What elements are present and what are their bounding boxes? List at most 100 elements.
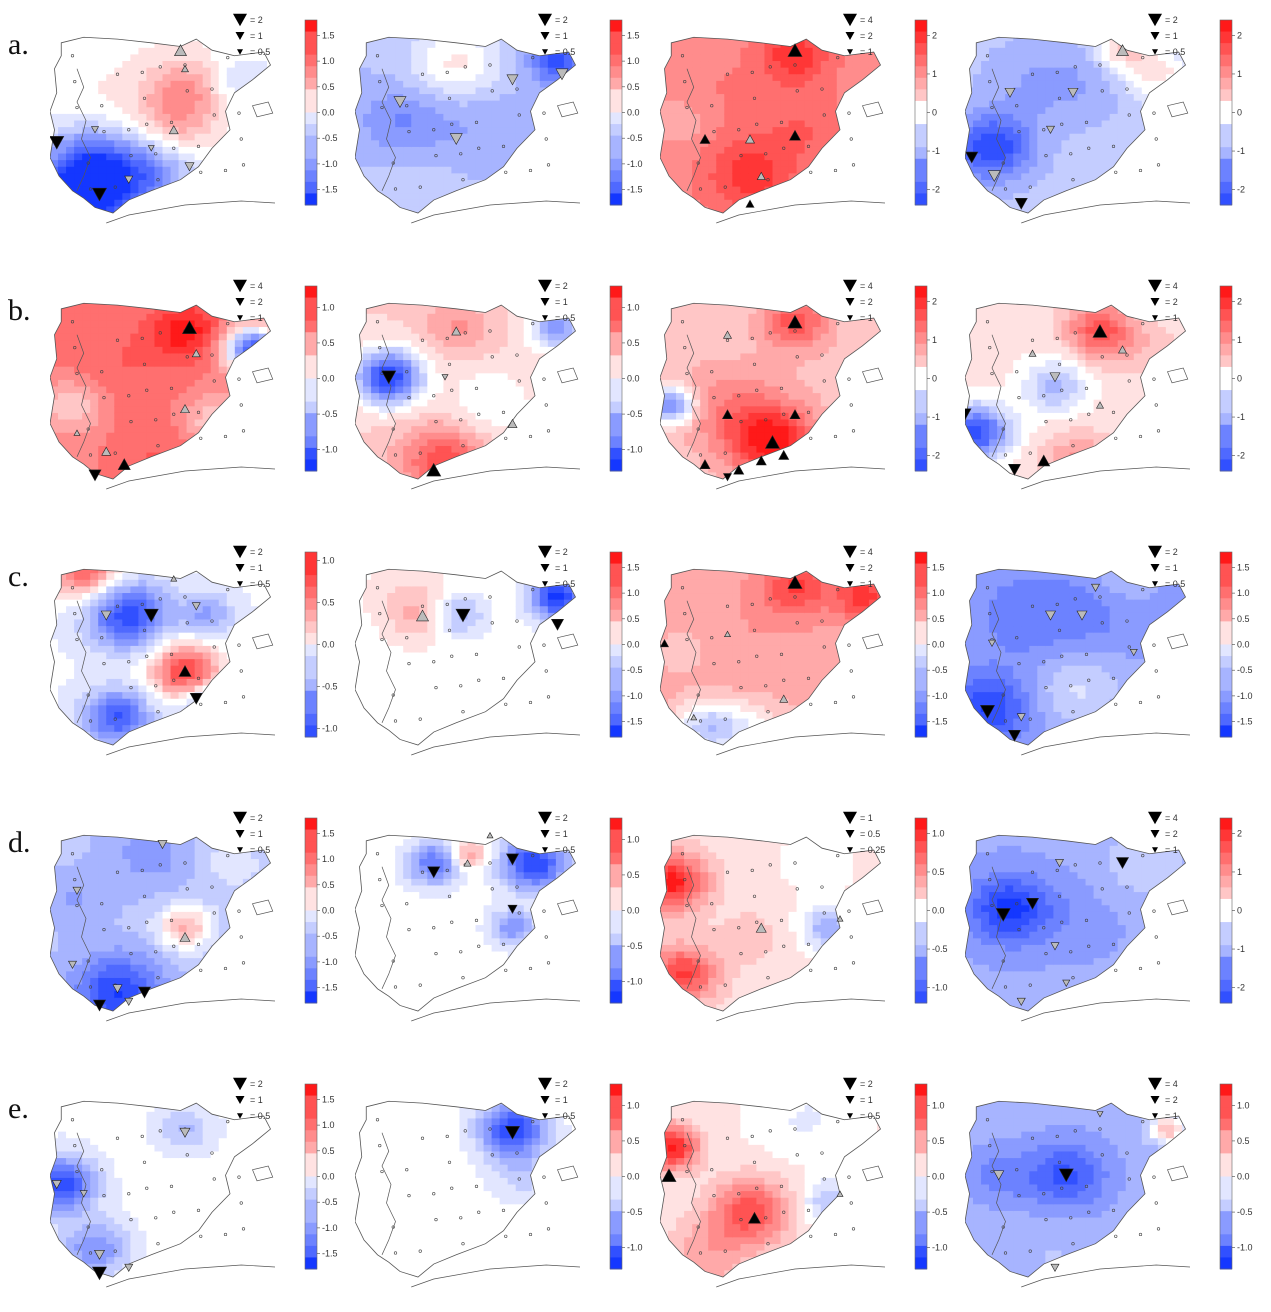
africa-coast [716,999,885,1021]
colorbar-band [1220,367,1232,379]
legend-label: = 2 [1165,1095,1178,1105]
colorbar-band [1220,864,1232,876]
colorbar-band [1220,355,1232,367]
colorbar-band [915,459,927,471]
colorbar-band [915,390,927,402]
colorbar-band [610,864,622,876]
station-dot [224,435,227,438]
colorbar-band [305,968,317,980]
colorbar-band [610,957,622,969]
legend-label: = 2 [250,297,263,307]
colorbar-band [915,89,927,101]
colorbar-band [610,1107,622,1119]
colorbar-band [915,159,927,171]
legend-label: = 2 [250,813,263,823]
legend-label: = 0.5 [860,1111,880,1121]
station-dot [834,169,837,172]
colorbar-band [1220,887,1232,899]
legend-label: = 0.5 [555,47,575,57]
colorbar-band [915,1084,927,1096]
colorbar-band [610,1211,622,1223]
contour-field [355,1092,581,1278]
colorbar-band [610,355,622,367]
balearic-island [1168,1166,1188,1181]
colorbar-band [305,332,317,344]
colorbar-band [610,113,622,125]
colorbar-band [305,702,317,714]
colorbar-tick-label: 0.0 [322,906,335,916]
colorbar-tick-label: -1.0 [627,159,643,169]
colorbar-band [610,656,622,668]
colorbar-tick-label: 2 [1237,296,1242,306]
station-dot [240,1202,243,1205]
colorbar-band [610,1130,622,1142]
colorbar-band [610,1200,622,1212]
contour-field [50,1092,276,1278]
legend-label: = 1 [555,563,568,573]
legend-triangle [236,830,245,838]
colorbar-band [305,587,317,599]
africa-coast [106,733,275,755]
colorbar-band [915,668,927,680]
colorbar-band [305,621,317,633]
colorbar-band [610,1096,622,1108]
legend-triangle [541,830,550,838]
legend-label: = 2 [860,1079,873,1089]
colorbar-band [305,679,317,691]
colorbar-tick-label: -1.0 [1237,691,1253,701]
station-dot [529,1233,532,1236]
colorbar-band [1220,321,1232,333]
colorbar-band [305,645,317,657]
colorbar-band [915,147,927,159]
colorbar-tick-label: -1.5 [627,185,643,195]
colorbar-band [610,66,622,78]
colorbar-tick-label: 1 [1237,335,1242,345]
colorbar-band [915,436,927,448]
contour-field [660,294,886,480]
colorbar-band [915,1153,927,1165]
station-dot [529,701,532,704]
colorbar-band [305,101,317,113]
colorbar-band [305,436,317,448]
colorbar-band [915,945,927,957]
colorbar-band [915,344,927,356]
trend-up-marker [487,833,493,838]
legend-triangle [1148,812,1162,825]
colorbar-band [915,922,927,934]
station-dot [1157,696,1160,699]
colorbar-band [915,702,927,714]
colorbar-band [610,1234,622,1246]
colorbar-band [1220,714,1232,726]
colorbar-band [610,968,622,980]
station-dot [240,138,243,141]
station-dot [240,936,243,939]
colorbar-band [305,147,317,159]
colorbar-tick-label: 1 [1237,69,1242,79]
contour-field [660,1092,886,1278]
station-dot [1157,962,1160,965]
balearic-island [863,900,883,915]
legend-label: = 2 [555,15,568,25]
colorbar-band [305,1246,317,1258]
colorbar-band [610,298,622,310]
colorbar-band [915,355,927,367]
colorbar-tick-label: -1.0 [627,1243,643,1253]
trend-down-marker [125,998,133,1005]
station-dot [1157,1228,1160,1231]
balearic-island [253,102,273,117]
legend-triangle [843,1078,857,1091]
colorbar-tick-label: 1.0 [627,834,640,844]
colorbar-band [610,645,622,657]
colorbar-tick-label: 0.0 [932,640,945,650]
colorbar-band [1220,1096,1232,1108]
station-dot [238,910,241,913]
colorbar-band [915,321,927,333]
legend-triangle [843,14,857,27]
colorbar-band [915,911,927,923]
colorbar-tick-label: -1.0 [322,957,338,967]
colorbar-band [915,379,927,391]
colorbar-tick-label: 0.5 [322,82,335,92]
station-dot [529,967,532,970]
